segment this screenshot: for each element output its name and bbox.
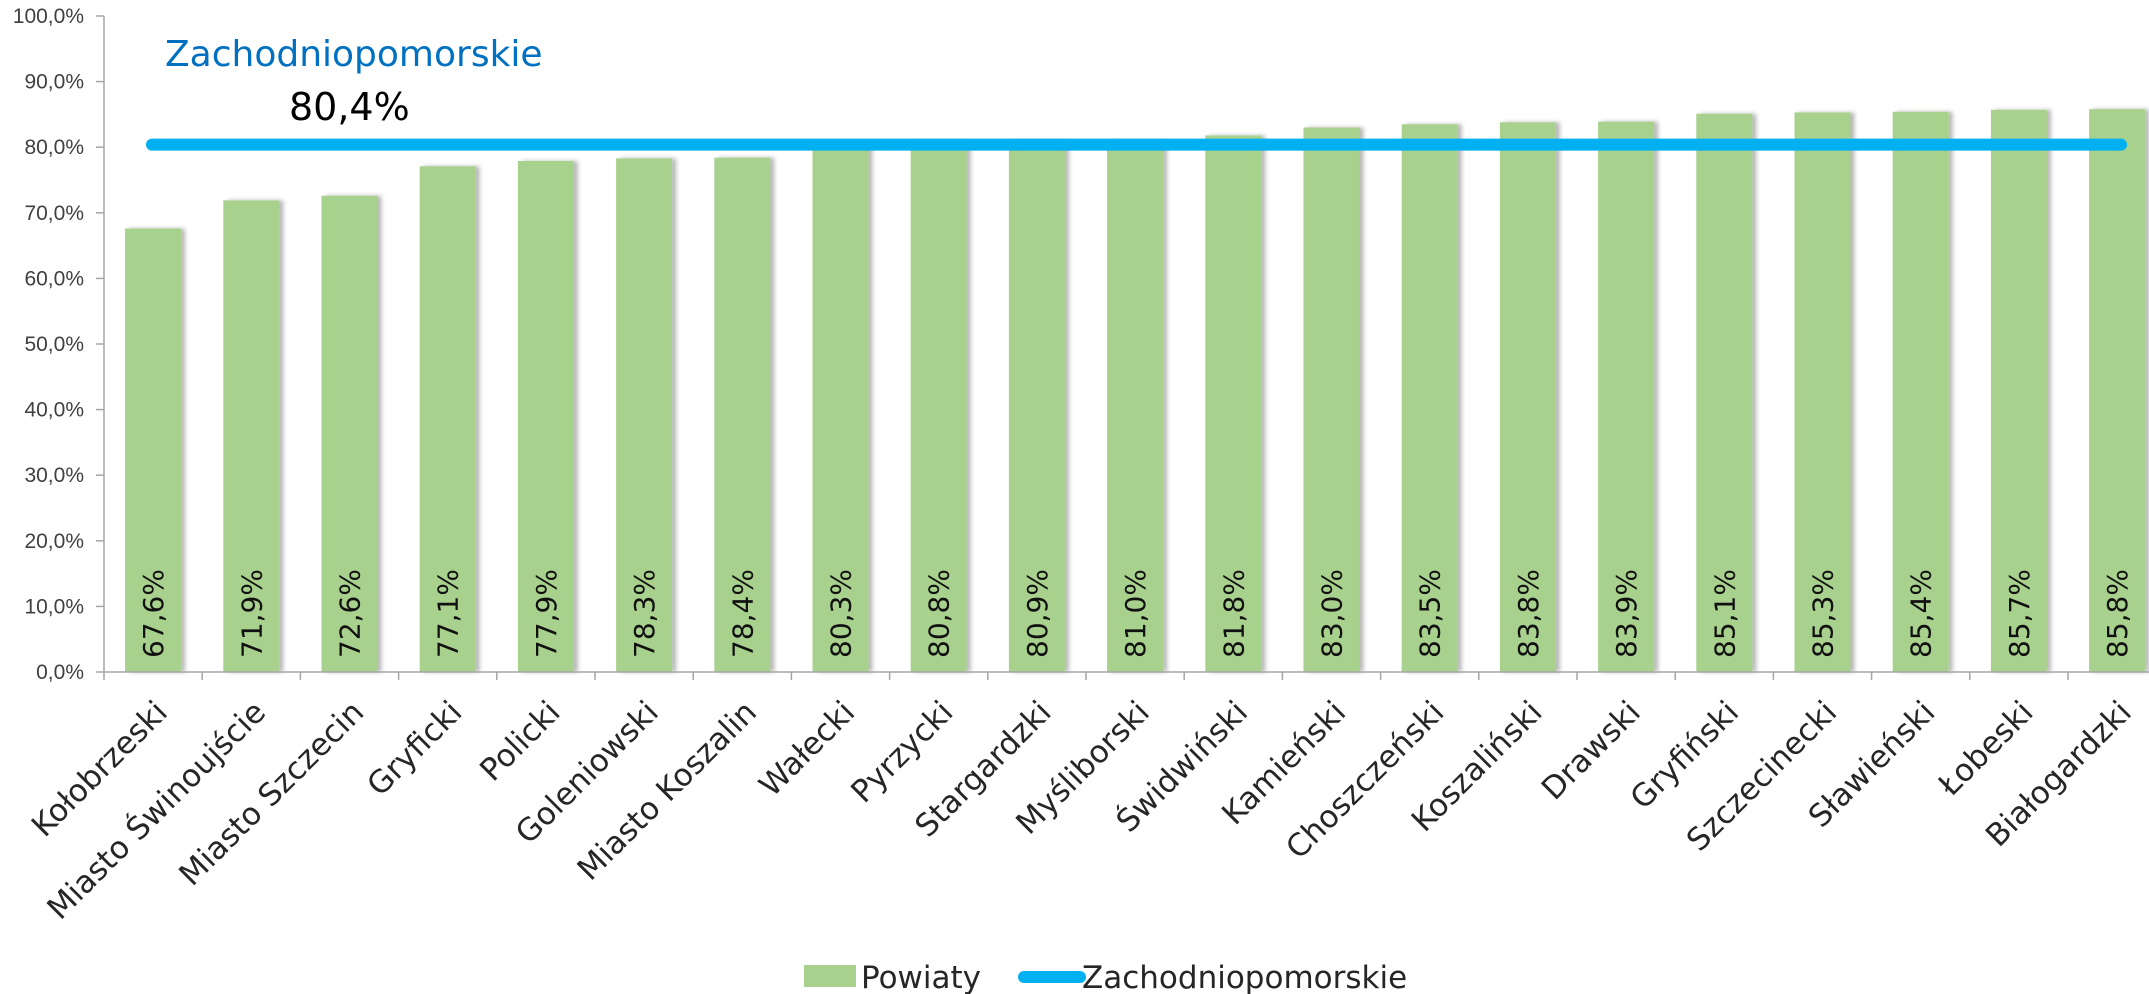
bar bbox=[321, 195, 378, 672]
bar-value-label: 83,9% bbox=[1610, 569, 1643, 658]
bar-value-label: 80,9% bbox=[1021, 569, 1054, 658]
x-tick-label: Miasto Szczecin bbox=[172, 694, 371, 893]
y-tick-label: 70,0% bbox=[24, 202, 84, 225]
y-tick-label: 100,0% bbox=[13, 5, 84, 28]
y-tick-label: 50,0% bbox=[24, 333, 84, 356]
bar-value-label: 83,0% bbox=[1316, 569, 1349, 658]
reference-annotation-name: Zachodniopomorskie bbox=[165, 34, 543, 75]
bar bbox=[419, 166, 476, 672]
bar-value-label: 83,5% bbox=[1414, 569, 1447, 658]
bar-value-label: 85,8% bbox=[2101, 569, 2134, 658]
legend: Powiaty Zachodniopomorskie bbox=[804, 960, 1407, 994]
bar-value-label: 85,1% bbox=[1708, 569, 1741, 658]
bar bbox=[1598, 121, 1655, 673]
bar bbox=[1401, 124, 1458, 673]
bar-value-label: 72,6% bbox=[334, 569, 367, 658]
legend-bar-label: Powiaty bbox=[861, 960, 981, 994]
bar-value-label: 77,1% bbox=[432, 569, 465, 658]
x-tick-label: Wałecki bbox=[752, 694, 862, 804]
bar-value-label: 78,3% bbox=[628, 569, 661, 658]
y-axis: 0,0% 10,0% 20,0% 30,0% 40,0% 50,0% 60,0% 70,0% 8… bbox=[13, 5, 105, 684]
bar bbox=[1303, 127, 1360, 672]
bar-value-label: 80,8% bbox=[923, 569, 956, 658]
bar bbox=[223, 200, 280, 672]
bar-value-label: 83,8% bbox=[1512, 569, 1545, 658]
bar bbox=[616, 158, 673, 673]
bar bbox=[1696, 113, 1753, 672]
reference-annotation-value: 80,4% bbox=[289, 85, 410, 129]
bar bbox=[1107, 140, 1164, 672]
bar-value-label: 81,8% bbox=[1217, 569, 1250, 658]
y-tick-label: 60,0% bbox=[24, 267, 84, 290]
bar-value-label: 85,3% bbox=[1807, 569, 1840, 658]
x-tick-label: Miasto Koszalin bbox=[571, 694, 764, 887]
bar bbox=[910, 141, 967, 672]
bar-value-label: 80,3% bbox=[825, 569, 858, 658]
y-tick-label: 0,0% bbox=[36, 661, 84, 684]
y-tick-label: 90,0% bbox=[24, 71, 84, 94]
bar-value-label: 71,9% bbox=[235, 569, 268, 658]
bar bbox=[1205, 135, 1262, 673]
bar-value-label: 85,7% bbox=[2003, 569, 2036, 658]
bar bbox=[1499, 122, 1556, 673]
bar-value-label: 67,6% bbox=[137, 569, 170, 658]
x-tick-label: Gryficki bbox=[360, 694, 469, 803]
x-tick-label: Policki bbox=[473, 694, 567, 788]
bar-value-label: 78,4% bbox=[726, 569, 759, 658]
bars: 67,6% 71,9% 72,6% 77,1% 77,9% 78,3% 78,4% 80,3%… bbox=[125, 109, 2146, 673]
y-tick-label: 80,0% bbox=[24, 136, 84, 159]
bar bbox=[1008, 141, 1065, 672]
bar bbox=[1892, 111, 1949, 672]
bar-value-label: 77,9% bbox=[530, 569, 563, 658]
bar bbox=[125, 228, 182, 672]
bar bbox=[812, 145, 869, 672]
bar bbox=[1794, 112, 1851, 672]
bar-value-label: 85,4% bbox=[1905, 569, 1938, 658]
bar-value-label: 81,0% bbox=[1119, 569, 1152, 658]
bar bbox=[517, 160, 574, 672]
bar bbox=[714, 157, 771, 673]
reference-line-group: Zachodniopomorskie 80,4% bbox=[146, 34, 2127, 151]
bar bbox=[1990, 109, 2047, 673]
bar bbox=[2089, 109, 2146, 673]
y-tick-label: 30,0% bbox=[24, 464, 84, 487]
legend-bar-swatch bbox=[804, 965, 856, 987]
legend-line-label: Zachodniopomorskie bbox=[1082, 960, 1407, 994]
y-tick-label: 10,0% bbox=[24, 595, 84, 618]
y-tick-label: 40,0% bbox=[24, 399, 84, 422]
y-tick-label: 20,0% bbox=[24, 530, 84, 553]
